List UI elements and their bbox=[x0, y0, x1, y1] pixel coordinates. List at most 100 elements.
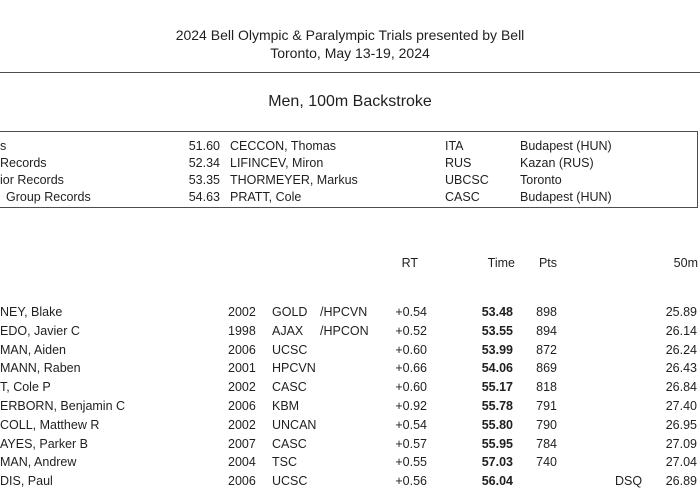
reaction-time: +0.60 bbox=[395, 343, 427, 357]
record-nation: UBCSC bbox=[445, 173, 489, 187]
column-header-pts: Pts bbox=[538, 256, 557, 270]
birth-year: 2006 bbox=[228, 474, 256, 488]
split-50m: 26.84 bbox=[665, 380, 697, 394]
result-row: T, Cole P 2002 CASC +0.60 55.17 818 26.8… bbox=[0, 380, 700, 397]
result-row: NEY, Blake 2002 GOLD /HPCVN +0.54 53.48 … bbox=[0, 305, 700, 322]
record-location: Budapest (HUN) bbox=[520, 190, 612, 204]
record-location: Kazan (RUS) bbox=[520, 156, 594, 170]
record-time: 51.60 bbox=[188, 139, 220, 153]
points: 872 bbox=[536, 343, 557, 357]
birth-year: 2006 bbox=[228, 343, 256, 357]
birth-year: 2002 bbox=[228, 380, 256, 394]
swimmer-name: MAN, Aiden bbox=[0, 343, 67, 357]
reaction-time: +0.54 bbox=[395, 418, 427, 432]
split-50m: 26.14 bbox=[665, 324, 697, 338]
club-code: UCSC bbox=[272, 474, 308, 488]
points: 818 bbox=[536, 380, 557, 394]
final-time: 55.95 bbox=[481, 437, 513, 451]
swimmer-name: EDO, Javier C bbox=[0, 324, 80, 338]
record-location: Budapest (HUN) bbox=[520, 139, 612, 153]
result-row: MAN, Aiden 2006 UCSC +0.60 53.99 872 26.… bbox=[0, 343, 700, 360]
swimmer-name: ERBORN, Benjamin C bbox=[0, 399, 126, 413]
swimmer-name: COLL, Matthew R bbox=[0, 418, 100, 432]
record-holder: CECCON, Thomas bbox=[230, 139, 337, 153]
club-code: GOLD bbox=[272, 305, 308, 319]
reaction-time: +0.55 bbox=[395, 455, 427, 469]
column-header-rt: RT bbox=[401, 256, 418, 270]
record-holder: THORMEYER, Markus bbox=[230, 173, 358, 187]
points: 791 bbox=[536, 399, 557, 413]
meet-subtitle: Toronto, May 13-19, 2024 bbox=[270, 45, 430, 61]
status-flag: DSQ bbox=[615, 474, 643, 488]
birth-year: 1998 bbox=[228, 324, 256, 338]
record-holder: PRATT, Cole bbox=[230, 190, 302, 204]
result-row: DIS, Paul 2006 UCSC +0.56 56.04 DSQ 26.8… bbox=[0, 474, 700, 491]
final-time: 54.06 bbox=[481, 361, 513, 375]
record-label: Group Records bbox=[6, 190, 91, 204]
club-code: UCSC bbox=[272, 343, 308, 357]
swimmer-name: NEY, Blake bbox=[0, 305, 63, 319]
birth-year: 2007 bbox=[228, 437, 256, 451]
reaction-time: +0.60 bbox=[395, 380, 427, 394]
birth-year: 2002 bbox=[228, 418, 256, 432]
birth-year: 2006 bbox=[228, 399, 256, 413]
reaction-time: +0.56 bbox=[395, 474, 427, 488]
result-row: MANN, Raben 2001 HPCVN +0.66 54.06 869 2… bbox=[0, 361, 700, 378]
reaction-time: +0.66 bbox=[395, 361, 427, 375]
record-time: 53.35 bbox=[188, 173, 220, 187]
final-time: 53.55 bbox=[481, 324, 513, 338]
column-header-time: Time bbox=[487, 256, 515, 270]
swimmer-name: T, Cole P bbox=[0, 380, 51, 394]
record-time: 52.34 bbox=[188, 156, 220, 170]
record-label: ior Records bbox=[0, 173, 64, 187]
points: 898 bbox=[536, 305, 557, 319]
result-row: EDO, Javier C 1998 AJAX /HPCON +0.52 53.… bbox=[0, 324, 700, 341]
final-time: 55.78 bbox=[481, 399, 513, 413]
club-code: UNCAN bbox=[272, 418, 317, 432]
record-time: 54.63 bbox=[188, 190, 220, 204]
reaction-time: +0.92 bbox=[395, 399, 427, 413]
results-header-row: RT Time Pts 50m bbox=[0, 256, 700, 273]
swimmer-name: MANN, Raben bbox=[0, 361, 81, 375]
final-time: 53.48 bbox=[481, 305, 513, 319]
split-50m: 26.89 bbox=[665, 474, 697, 488]
club-code: CASC bbox=[272, 380, 307, 394]
points: 790 bbox=[536, 418, 557, 432]
points: 894 bbox=[536, 324, 557, 338]
split-50m: 27.40 bbox=[665, 399, 697, 413]
reaction-time: +0.54 bbox=[395, 305, 427, 319]
final-time: 55.17 bbox=[481, 380, 513, 394]
records-box: s 51.60 CECCON, Thomas ITA Budapest (HUN… bbox=[0, 131, 698, 208]
result-row: COLL, Matthew R 2002 UNCAN +0.54 55.80 7… bbox=[0, 418, 700, 435]
final-time: 53.99 bbox=[481, 343, 513, 357]
result-row: MAN, Andrew 2004 TSC +0.55 57.03 740 27.… bbox=[0, 455, 700, 472]
group-code: /HPCVN bbox=[320, 305, 368, 319]
club-code: TSC bbox=[272, 455, 297, 469]
record-row: s 51.60 CECCON, Thomas ITA Budapest (HUN… bbox=[0, 139, 697, 155]
record-row: Records 52.34 LIFINCEV, Miron RUS Kazan … bbox=[0, 156, 697, 172]
swimmer-name: AYES, Parker B bbox=[0, 437, 88, 451]
split-50m: 26.95 bbox=[665, 418, 697, 432]
club-code: HPCVN bbox=[272, 361, 316, 375]
meet-title: 2024 Bell Olympic & Paralympic Trials pr… bbox=[175, 27, 525, 43]
record-label: Records bbox=[0, 156, 47, 170]
split-50m: 27.04 bbox=[665, 455, 697, 469]
record-nation: RUS bbox=[445, 156, 472, 170]
split-50m: 26.43 bbox=[665, 361, 697, 375]
header-divider bbox=[0, 72, 700, 73]
birth-year: 2004 bbox=[228, 455, 256, 469]
column-header-50m: 50m bbox=[673, 256, 698, 270]
result-row: AYES, Parker B 2007 CASC +0.57 55.95 784… bbox=[0, 437, 700, 454]
points: 784 bbox=[536, 437, 557, 451]
final-time: 56.04 bbox=[481, 474, 513, 488]
record-row: Group Records 54.63 PRATT, Cole CASC Bud… bbox=[0, 190, 697, 206]
club-code: CASC bbox=[272, 437, 307, 451]
split-50m: 25.89 bbox=[665, 305, 697, 319]
reaction-time: +0.57 bbox=[395, 437, 427, 451]
club-code: KBM bbox=[272, 399, 300, 413]
record-label: s bbox=[0, 139, 7, 153]
club-code: AJAX bbox=[272, 324, 304, 338]
points: 740 bbox=[536, 455, 557, 469]
record-row: ior Records 53.35 THORMEYER, Markus UBCS… bbox=[0, 173, 697, 189]
